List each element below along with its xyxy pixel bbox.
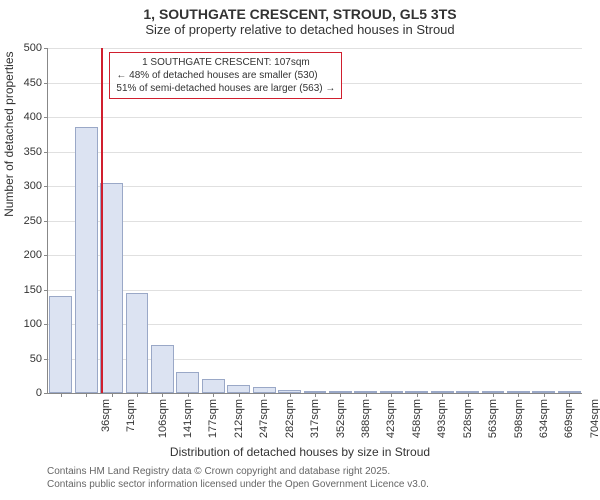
x-tick-mark: [468, 393, 469, 397]
x-tick-label: 528sqm: [462, 399, 474, 438]
x-tick-mark: [112, 393, 113, 397]
x-tick-label: 493sqm: [436, 399, 448, 438]
x-tick-mark: [61, 393, 62, 397]
x-tick-label: 704sqm: [589, 399, 600, 438]
x-tick-label: 458sqm: [411, 399, 423, 438]
x-tick-mark: [518, 393, 519, 397]
x-tick-mark: [239, 393, 240, 397]
x-tick-label: 352sqm: [335, 399, 347, 438]
chart-plot-area: 05010015020025030035040045050036sqm71sqm…: [47, 48, 582, 394]
histogram-bar: [176, 372, 199, 393]
x-tick-mark: [162, 393, 163, 397]
x-tick-label: 282sqm: [284, 399, 296, 438]
grid-line: [48, 186, 582, 187]
x-tick-label: 247sqm: [258, 399, 270, 438]
y-tick-label: 500: [24, 42, 48, 54]
grid-line: [48, 48, 582, 49]
attribution-line-1: Contains HM Land Registry data © Crown c…: [47, 465, 429, 478]
x-tick-label: 71sqm: [125, 399, 137, 432]
attribution-text: Contains HM Land Registry data © Crown c…: [47, 465, 429, 491]
y-tick-label: 0: [36, 387, 48, 399]
x-tick-mark: [544, 393, 545, 397]
chart-title-main: 1, SOUTHGATE CRESCENT, STROUD, GL5 3TS: [0, 0, 600, 22]
grid-line: [48, 221, 582, 222]
x-tick-mark: [391, 393, 392, 397]
x-tick-mark: [417, 393, 418, 397]
y-tick-label: 350: [24, 146, 48, 158]
histogram-bar: [227, 385, 250, 393]
grid-line: [48, 290, 582, 291]
annotation-line: 51% of semi-detached houses are larger (…: [116, 82, 335, 95]
x-tick-label: 598sqm: [513, 399, 525, 438]
x-tick-label: 634sqm: [538, 399, 550, 438]
chart-title-sub: Size of property relative to detached ho…: [0, 22, 600, 37]
y-tick-label: 250: [24, 215, 48, 227]
annotation-line: ← 48% of detached houses are smaller (53…: [116, 69, 335, 82]
x-tick-mark: [315, 393, 316, 397]
x-tick-label: 388sqm: [360, 399, 372, 438]
grid-line: [48, 255, 582, 256]
x-tick-mark: [188, 393, 189, 397]
histogram-bar: [126, 293, 149, 393]
y-axis-label: Number of detached properties: [2, 51, 16, 216]
y-tick-label: 300: [24, 180, 48, 192]
x-tick-mark: [569, 393, 570, 397]
x-axis-label: Distribution of detached houses by size …: [0, 445, 600, 459]
x-tick-mark: [493, 393, 494, 397]
annotation-line: 1 SOUTHGATE CRESCENT: 107sqm: [116, 56, 335, 69]
x-tick-mark: [137, 393, 138, 397]
histogram-bar: [202, 379, 225, 393]
x-tick-mark: [442, 393, 443, 397]
histogram-bar: [100, 183, 123, 393]
x-tick-label: 317sqm: [309, 399, 321, 438]
y-tick-label: 200: [24, 249, 48, 261]
x-tick-mark: [290, 393, 291, 397]
x-tick-label: 141sqm: [182, 399, 194, 438]
x-tick-label: 563sqm: [487, 399, 499, 438]
y-tick-label: 400: [24, 111, 48, 123]
grid-line: [48, 152, 582, 153]
histogram-bar: [49, 296, 72, 393]
attribution-line-2: Contains public sector information licen…: [47, 478, 429, 491]
x-tick-mark: [86, 393, 87, 397]
y-tick-label: 150: [24, 284, 48, 296]
histogram-bar: [75, 127, 98, 393]
x-tick-mark: [213, 393, 214, 397]
y-tick-label: 450: [24, 77, 48, 89]
histogram-bar: [151, 345, 174, 393]
x-tick-mark: [340, 393, 341, 397]
annotation-box: 1 SOUTHGATE CRESCENT: 107sqm← 48% of det…: [109, 52, 342, 99]
x-tick-mark: [264, 393, 265, 397]
x-tick-label: 36sqm: [100, 399, 112, 432]
property-marker-line: [101, 48, 103, 393]
y-tick-label: 100: [24, 318, 48, 330]
x-tick-label: 669sqm: [564, 399, 576, 438]
y-tick-label: 50: [30, 353, 48, 365]
grid-line: [48, 117, 582, 118]
x-tick-label: 106sqm: [157, 399, 169, 438]
x-tick-mark: [366, 393, 367, 397]
x-tick-label: 212sqm: [233, 399, 245, 438]
x-tick-label: 423sqm: [386, 399, 398, 438]
x-tick-label: 177sqm: [208, 399, 220, 438]
